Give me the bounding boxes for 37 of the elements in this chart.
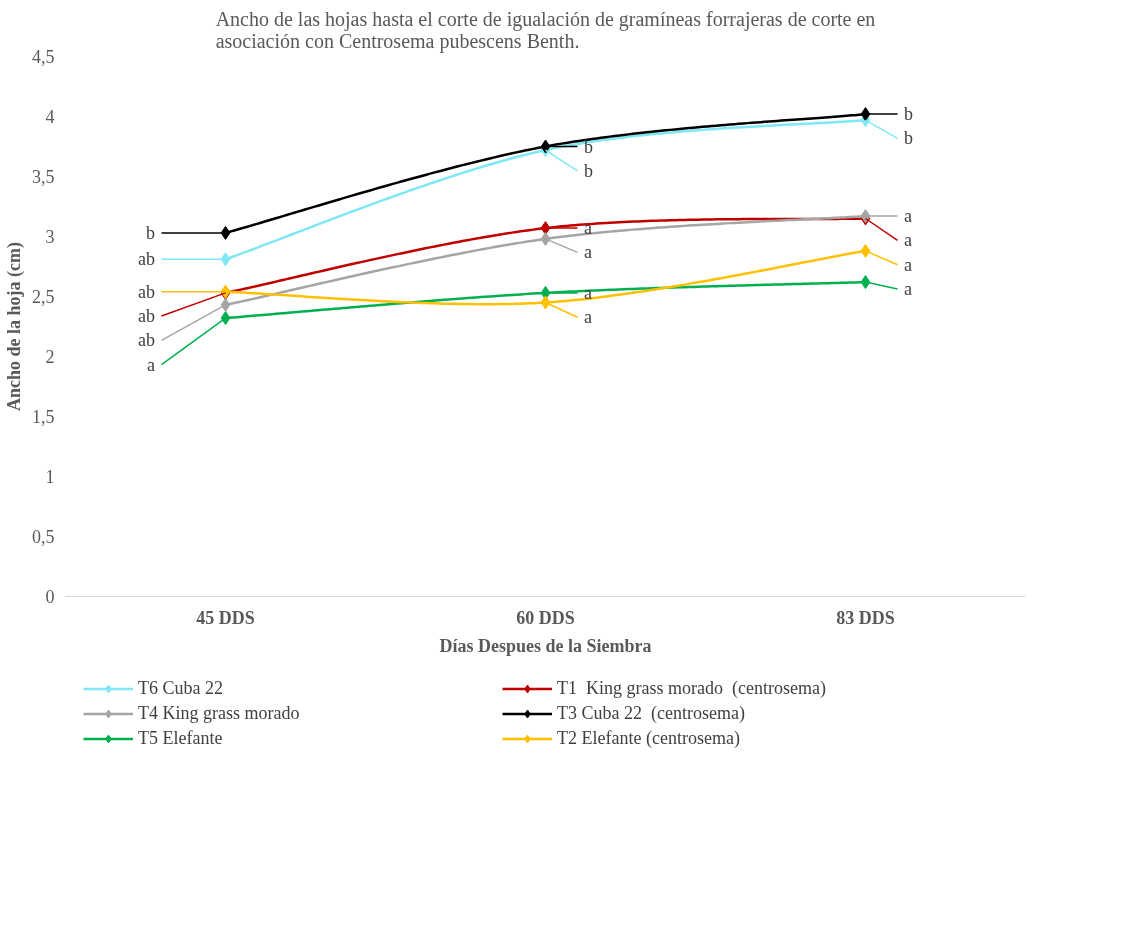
chart-title: Ancho de las hojas hasta el corte de igualación de gramíneas forrajeras de corte en asociación con Centrosema pubescens Benth. (215, 7, 876, 53)
y-tick-label: 0 (45, 587, 55, 607)
legend-label: T3 Cuba 22 (centrosema) (556, 702, 746, 724)
y-tick-label: 2 (45, 347, 55, 367)
data-label: a (903, 254, 912, 275)
y-tick-label: 0,5 (32, 527, 55, 547)
data-label: a (583, 307, 592, 328)
data-label: ab (138, 330, 156, 351)
data-label: a (147, 354, 156, 375)
data-label: a (903, 230, 912, 251)
y-tick-label: 4 (45, 107, 55, 127)
y-tick-label: 3,5 (32, 167, 55, 187)
y-tick-label: 3 (45, 227, 55, 247)
data-label: b (146, 222, 156, 243)
x-tick-label: 83 DDS (836, 607, 895, 628)
data-label: b (903, 128, 913, 149)
x-tick-label: 60 DDS (516, 607, 575, 628)
legend-label: T4 King grass morado (137, 702, 301, 724)
legend-label: T1 King grass morado (centrosema) (556, 677, 827, 699)
x-axis-title: Días Despues de la Siembra (439, 635, 652, 656)
data-label: ab (138, 249, 156, 270)
y-axis-title: Ancho de la hoja (cm) (4, 241, 25, 411)
data-label: ab (138, 306, 156, 326)
x-tick-label: 45 DDS (196, 607, 255, 628)
y-tick-label: 4,5 (32, 47, 55, 67)
y-tick-label: 1,5 (32, 407, 55, 427)
y-tick-label: 2,5 (32, 287, 55, 307)
data-label: a (903, 206, 912, 227)
legend-label: T6 Cuba 22 (137, 677, 224, 699)
legend-label: T5 Elefante (137, 727, 224, 749)
data-label: a (903, 279, 912, 299)
legend-label: T2 Elefante (centrosema) (556, 727, 741, 749)
data-label: ab (138, 281, 156, 302)
data-label: b (583, 160, 593, 181)
y-tick-label: 1 (45, 467, 55, 487)
data-label: a (583, 242, 592, 263)
data-label: b (903, 104, 913, 125)
